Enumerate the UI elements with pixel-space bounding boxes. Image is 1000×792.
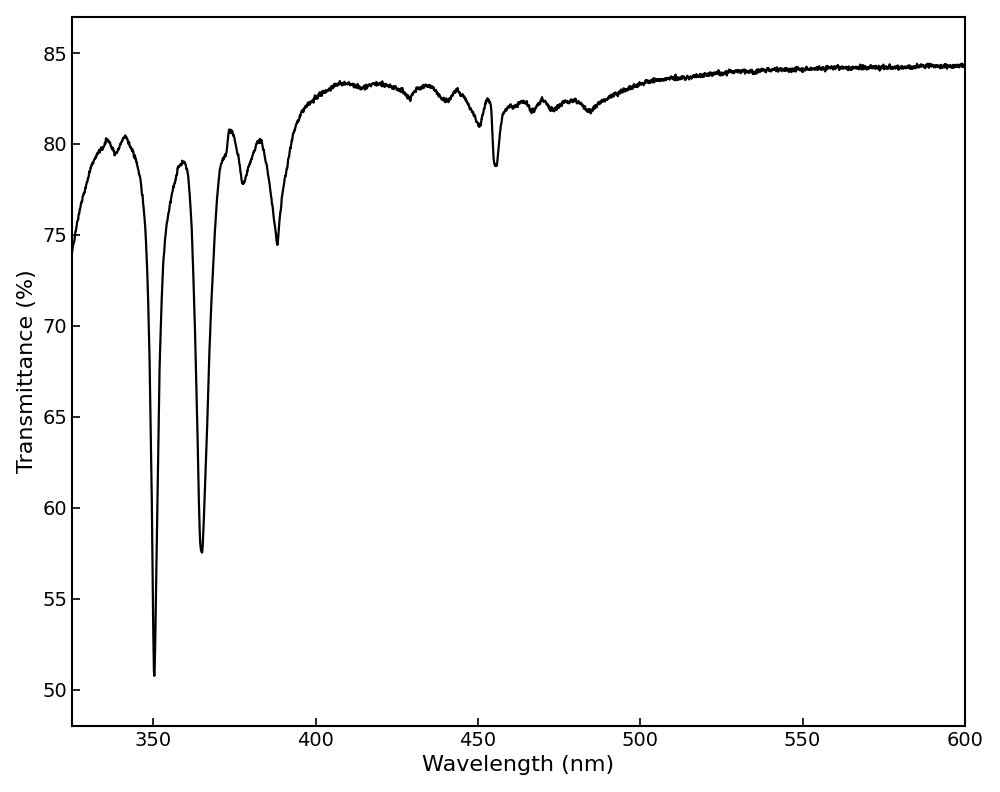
X-axis label: Wavelength (nm): Wavelength (nm): [422, 756, 615, 775]
Y-axis label: Transmittance (%): Transmittance (%): [17, 269, 37, 473]
